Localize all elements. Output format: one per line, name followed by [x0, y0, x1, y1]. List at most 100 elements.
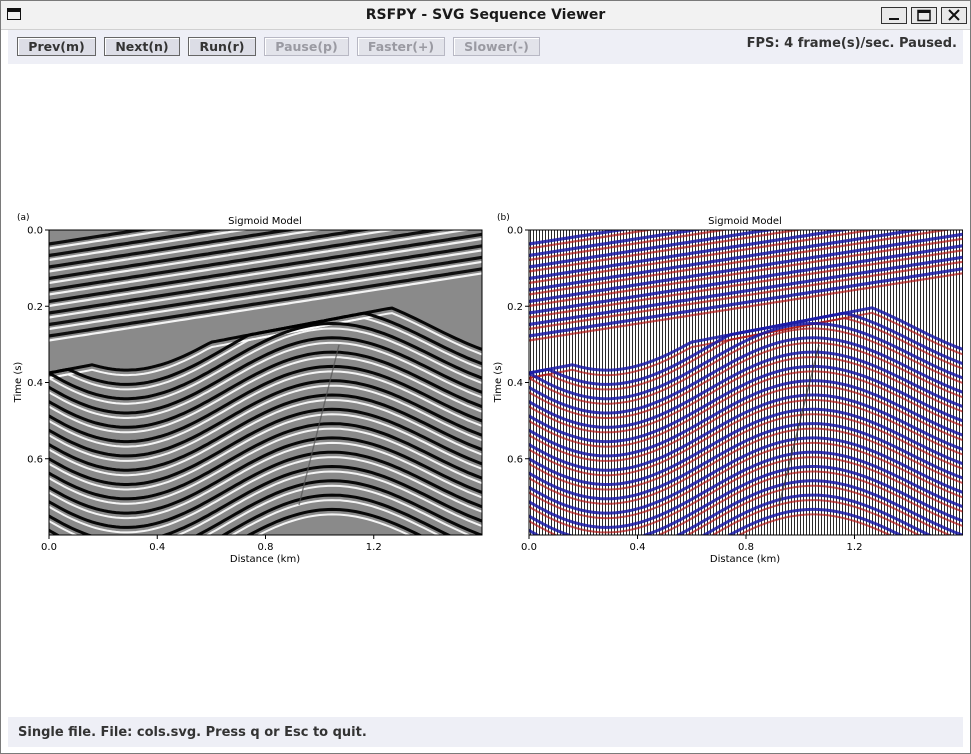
- panel-b-axes: 0.0 0.4 0.8 1.2 0.0 0.2 0.4 0.6: [507, 226, 862, 554]
- panel-a-ytick-label: 0.0: [27, 226, 43, 237]
- panel-b-fold-event: [529, 384, 963, 462]
- panel-b-fold-event: [529, 370, 963, 448]
- panel-a-fold-event: [49, 393, 482, 472]
- panel-b-fold-event: [529, 427, 963, 505]
- panel-b-fold-event: [529, 336, 963, 415]
- faster-button[interactable]: Faster(+): [357, 37, 445, 56]
- panel-b-dip-event: [529, 249, 963, 319]
- panel-b-fold-event: [529, 441, 963, 520]
- panel-b-fold-event: [529, 484, 953, 535]
- panel-b-fold-event: [529, 322, 963, 401]
- panel-b-fold-event: [529, 479, 963, 535]
- minimize-icon: [889, 18, 899, 20]
- prev-button[interactable]: Prev(m): [17, 37, 96, 56]
- panel-a-dip-event: [49, 237, 482, 308]
- panel-a-fold-event: [230, 499, 441, 535]
- slower-button[interactable]: Slower(-): [453, 37, 540, 56]
- panel-b-dip-event: [529, 230, 927, 292]
- panel-a-title: Sigmoid Model: [228, 216, 302, 227]
- panel-b-dip-event: [529, 244, 963, 315]
- panel-a-dip-event: [49, 230, 225, 258]
- panel-a-fold-event: [49, 470, 482, 535]
- panel-a-dip-event: [49, 230, 150, 246]
- maximize-icon: [917, 9, 931, 22]
- panel-b-ytick-label: 0.6: [507, 454, 523, 465]
- figure-svg: (a) Sigmoid Model 0.0 0.4 0.8 1.20.00.20.40…: [13, 213, 964, 565]
- panel-a-ytick-label: 0.2: [27, 302, 43, 313]
- panel-b-dip-event: [529, 230, 656, 250]
- panel-a-ylabel: Time (s): [13, 362, 24, 404]
- panel-b-xlabel: Distance (km): [710, 554, 780, 565]
- panel-a-fold-event: [49, 407, 482, 486]
- panel-b-dip-event: [529, 230, 805, 273]
- panel-a-fold-event: [49, 450, 482, 529]
- panel-b-fold-event: [529, 341, 963, 419]
- panel-b-fold-event: [529, 311, 963, 386]
- panel-b-dip-event: [529, 230, 705, 258]
- panel-b-dip-event: [529, 255, 963, 327]
- panel-a-fold-event: [49, 336, 482, 415]
- panel-a-dip-event: [49, 230, 250, 262]
- panel-b-fold-event: [529, 413, 963, 491]
- pause-button[interactable]: Pause(p): [264, 37, 349, 56]
- toolbar: Prev(m) Next(n) Run(r) Pause(p) Faster(+…: [8, 30, 963, 64]
- panel-b-dip-event: [529, 230, 879, 285]
- panel-a-fold-event: [49, 379, 482, 458]
- panel-b-dip-event: [529, 260, 963, 331]
- panel-b-dip-event: [529, 230, 853, 281]
- svg-canvas: (a) Sigmoid Model 0.0 0.4 0.8 1.2 0.0 0.2 0.4 0…: [8, 64, 964, 717]
- title-bar[interactable]: RSFPY - SVG Sequence Viewer: [1, 1, 970, 30]
- panel-a-fold-event: [49, 317, 482, 391]
- panel-b-dip-event: [529, 230, 779, 269]
- panel-a-fold-event: [49, 350, 482, 429]
- maximize-button[interactable]: [911, 7, 937, 24]
- panel-a-dip-event: [49, 230, 325, 273]
- panel-a-fold-event: [49, 398, 482, 477]
- close-button[interactable]: [941, 7, 967, 24]
- panel-a-image: [49, 230, 482, 535]
- panel-a-dip-event: [49, 230, 299, 269]
- panel-b-dip-event: [529, 272, 963, 342]
- panel-a-dip-event: [49, 255, 482, 327]
- panel-a-dip-event: [49, 267, 482, 338]
- panel-a-fold-event: [49, 436, 482, 515]
- panel-b-xtick-label: 0.8: [738, 542, 754, 553]
- panel-b-fold-event: [529, 450, 963, 529]
- panel-b-tag: (b): [497, 213, 510, 223]
- panel-b-fold-event: [736, 513, 893, 535]
- panel-a-ytick-label: 0.4: [27, 378, 43, 389]
- panel-a-axes: 0.0 0.4 0.8 1.2 0.0 0.2 0.4 0.6: [27, 226, 382, 554]
- status-bar: Single file. File: cols.svg. Press q or …: [8, 717, 963, 747]
- window-title: RSFPY - SVG Sequence Viewer: [365, 7, 606, 23]
- panel-a-fold-event: [49, 422, 482, 501]
- panel-a-fold-event: [49, 311, 482, 386]
- next-button[interactable]: Next(n): [104, 37, 180, 56]
- minimize-button[interactable]: [881, 7, 907, 24]
- panel-a-fold-event: [49, 370, 482, 448]
- panel-b-fold-event: [529, 399, 963, 477]
- panel-b-fold-event: [529, 422, 963, 501]
- panel-b: (b) Sigmoid Model 0.0 0.4 0.8 1.20.00.20.40…: [493, 213, 964, 565]
- panel-a-fold-event: [49, 364, 482, 444]
- panel-b-fold-event: [529, 470, 963, 535]
- panel-b-fold-event: [529, 317, 963, 391]
- close-icon: [948, 9, 960, 21]
- panel-b-fold-event: [529, 379, 963, 458]
- panel-a-dip-event: [49, 230, 176, 250]
- panel-b-dip-event: [529, 230, 730, 262]
- panel-a-fold-event: [49, 464, 482, 535]
- panel-a-dip-event: [49, 244, 482, 315]
- run-button[interactable]: Run(r): [188, 37, 256, 56]
- panel-b-fold-event: [529, 350, 963, 429]
- panel-a-fold-event: [220, 493, 452, 535]
- panel-b-fold-event: [529, 356, 963, 434]
- panel-b-xtick-label: 0.4: [630, 542, 646, 553]
- window-menu-icon[interactable]: [7, 8, 21, 20]
- panel-a-xlabel: Distance (km): [230, 554, 300, 565]
- status-text: Single file. File: cols.svg. Press q or …: [18, 725, 367, 740]
- panel-b-xtick-label: 1.2: [847, 542, 863, 553]
- panel-b-fold-event: [529, 456, 963, 534]
- panel-a: (a) Sigmoid Model 0.0 0.4 0.8 1.20.00.20.40…: [13, 213, 483, 565]
- panel-b-xtick-label: 0.0: [521, 542, 537, 553]
